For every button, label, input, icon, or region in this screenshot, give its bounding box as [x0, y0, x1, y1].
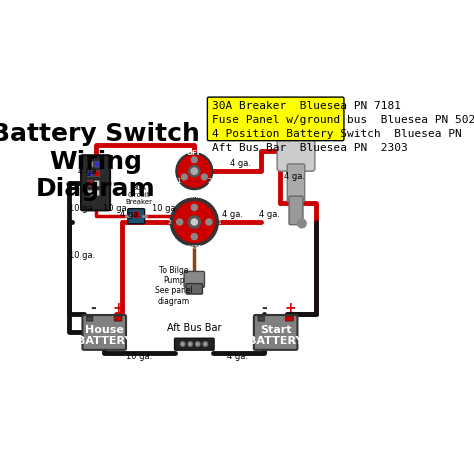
Circle shape — [178, 155, 210, 187]
Text: 10 ga.: 10 ga. — [69, 205, 96, 213]
Text: -: - — [90, 301, 95, 315]
Circle shape — [182, 174, 187, 180]
FancyBboxPatch shape — [174, 338, 214, 350]
Circle shape — [170, 198, 219, 246]
Text: 30A Breaker  Bluesea PN 7181
Fuse Panel w/ground bus  Bluesea PN 5025
4 Position: 30A Breaker Bluesea PN 7181 Fuse Panel w… — [212, 101, 474, 153]
Text: 4 ga.: 4 ga. — [78, 167, 99, 176]
Text: Aft Bus Bar: Aft Bus Bar — [167, 323, 221, 333]
Text: House
BATTERY: House BATTERY — [77, 325, 132, 346]
Text: -: - — [261, 301, 267, 315]
Circle shape — [191, 234, 197, 240]
Circle shape — [191, 168, 198, 174]
Circle shape — [203, 342, 208, 347]
FancyBboxPatch shape — [94, 171, 100, 177]
Text: Common: Common — [180, 194, 209, 199]
Text: 4 ga.: 4 ga. — [228, 352, 248, 361]
FancyBboxPatch shape — [88, 161, 93, 167]
Text: To Bilge
Pump
See panel
diagram: To Bilge Pump See panel diagram — [155, 266, 193, 306]
Text: 2: 2 — [208, 178, 212, 184]
Circle shape — [174, 202, 215, 242]
Circle shape — [191, 219, 197, 225]
Text: 2: 2 — [167, 219, 172, 225]
Circle shape — [191, 157, 197, 162]
FancyBboxPatch shape — [289, 196, 303, 225]
FancyBboxPatch shape — [128, 208, 145, 224]
FancyBboxPatch shape — [184, 271, 204, 288]
FancyBboxPatch shape — [186, 284, 202, 294]
Text: OFF: OFF — [187, 150, 202, 156]
FancyBboxPatch shape — [81, 155, 110, 210]
FancyBboxPatch shape — [258, 316, 264, 321]
Circle shape — [201, 174, 207, 180]
Text: 10 ga.: 10 ga. — [69, 251, 96, 260]
Text: 4 ga.: 4 ga. — [120, 210, 141, 219]
FancyBboxPatch shape — [82, 315, 126, 350]
Text: 1: 1 — [176, 178, 181, 184]
FancyBboxPatch shape — [277, 130, 315, 171]
Text: 4 ga.: 4 ga. — [284, 172, 305, 181]
Circle shape — [191, 204, 197, 210]
Circle shape — [195, 342, 200, 347]
FancyBboxPatch shape — [254, 315, 298, 350]
FancyBboxPatch shape — [88, 171, 93, 177]
Circle shape — [181, 342, 185, 347]
FancyBboxPatch shape — [94, 190, 100, 196]
Text: 30A
Circuit
Breaker: 30A Circuit Breaker — [126, 185, 153, 205]
FancyBboxPatch shape — [88, 190, 93, 196]
Text: Start
BATTERY: Start BATTERY — [248, 325, 303, 346]
Text: +: + — [284, 301, 296, 315]
Circle shape — [206, 219, 212, 225]
Text: +: + — [113, 301, 125, 315]
FancyBboxPatch shape — [94, 180, 100, 186]
Text: BATT: BATT — [186, 245, 202, 250]
Circle shape — [177, 219, 182, 225]
Text: Battery Switch
Wiring
Diagram: Battery Switch Wiring Diagram — [0, 122, 200, 201]
Text: 1: 1 — [217, 219, 221, 225]
FancyBboxPatch shape — [114, 316, 122, 321]
FancyBboxPatch shape — [285, 316, 293, 321]
Circle shape — [189, 343, 191, 345]
Text: 4 ga.: 4 ga. — [221, 210, 243, 219]
FancyBboxPatch shape — [87, 316, 93, 321]
Text: 4 ga.: 4 ga. — [230, 159, 251, 169]
FancyBboxPatch shape — [208, 97, 344, 141]
FancyBboxPatch shape — [287, 164, 305, 202]
Circle shape — [298, 219, 306, 228]
Text: 10 ga.: 10 ga. — [103, 204, 129, 213]
Circle shape — [188, 342, 192, 347]
Circle shape — [188, 216, 201, 228]
Circle shape — [189, 166, 200, 177]
FancyBboxPatch shape — [88, 180, 93, 186]
Text: 10 ga.: 10 ga. — [152, 204, 178, 213]
Circle shape — [133, 212, 139, 218]
Circle shape — [182, 343, 184, 345]
Circle shape — [176, 153, 213, 189]
Text: 4 ga.: 4 ga. — [259, 210, 280, 219]
Circle shape — [197, 343, 199, 345]
Circle shape — [204, 343, 207, 345]
FancyBboxPatch shape — [94, 161, 100, 167]
Text: 10 ga.: 10 ga. — [126, 352, 152, 361]
